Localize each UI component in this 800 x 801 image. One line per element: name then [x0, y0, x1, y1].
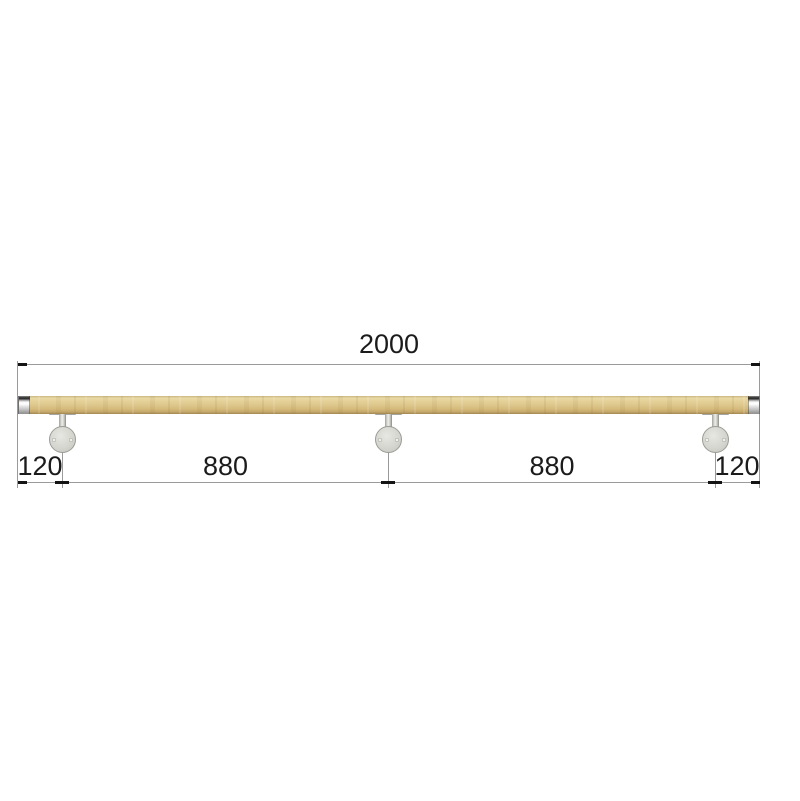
tick-chain-left-end: [18, 481, 27, 484]
handrail-wood-body: [27, 396, 751, 414]
tick-chain-right-end: [751, 481, 760, 484]
screw-hole-icon: [69, 438, 73, 442]
screw-hole-icon: [52, 438, 56, 442]
extension-line-left-end: [17, 361, 18, 488]
screw-hole-icon: [705, 438, 709, 442]
screw-hole-icon: [395, 438, 399, 442]
wall-bracket-middle: [375, 409, 402, 455]
bracket-wall-plate: [702, 426, 729, 453]
wooden-handrail: [18, 396, 760, 414]
end-cap-right: [748, 396, 760, 414]
dimension-label-left-offset: 120: [17, 451, 63, 481]
dimension-label-span-a: 880: [202, 451, 249, 481]
screw-hole-icon: [722, 438, 726, 442]
wall-bracket-left: [49, 409, 76, 455]
dimension-label-span-b: 880: [529, 451, 575, 481]
dimension-label-total-length: 2000: [358, 329, 420, 359]
dimension-label-right-offset: 120: [714, 451, 760, 481]
bracket-wall-plate: [375, 426, 402, 453]
screw-hole-icon: [378, 438, 382, 442]
tick-bracket-left: [55, 481, 69, 484]
extension-line-right-end: [759, 361, 760, 488]
dimension-line-total: [18, 364, 760, 365]
tick-total-left: [18, 363, 27, 366]
tick-bracket-right: [708, 481, 722, 484]
tick-bracket-middle: [381, 481, 395, 484]
end-cap-left: [18, 396, 30, 414]
wall-bracket-right: [702, 409, 729, 455]
tick-total-right: [751, 363, 760, 366]
bracket-wall-plate: [49, 426, 76, 453]
